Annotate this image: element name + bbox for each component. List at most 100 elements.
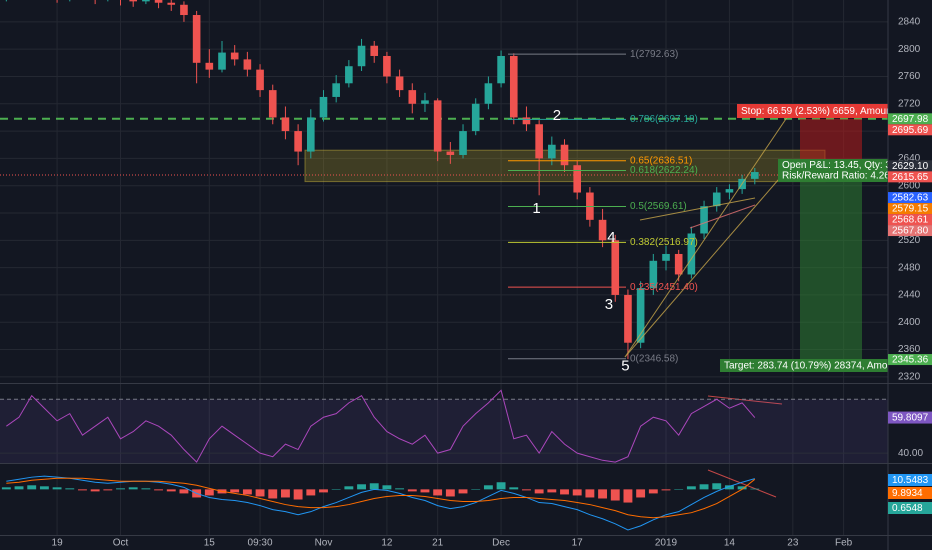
x-tick-label: 12	[381, 538, 393, 549]
candle-body	[421, 100, 429, 104]
y-tick-label: 2480	[898, 262, 921, 273]
macd-histogram-bar	[344, 486, 354, 490]
y-tick-label: 2360	[898, 344, 921, 355]
macd-histogram-bar	[395, 488, 405, 490]
candle-body	[205, 62, 214, 70]
candle-body	[332, 83, 340, 97]
fib-label: 0.618(2622.24)	[630, 165, 698, 176]
macd-histogram-bar	[483, 485, 493, 490]
x-tick-label: Oct	[113, 538, 129, 549]
wave-label: 3	[605, 296, 613, 313]
price-tag	[888, 192, 932, 204]
macd-histogram-bar	[712, 483, 722, 490]
price-tag-label: 2697.98	[892, 114, 929, 125]
target-box	[720, 359, 888, 372]
candle-body	[636, 288, 645, 343]
macd-histogram-bar	[331, 489, 341, 490]
ratio-label: Risk/Reward Ratio: 4.26	[782, 171, 890, 182]
price-tag-label: 2629.10	[892, 161, 929, 172]
price-tag-label: 2567.80	[892, 226, 929, 237]
macd-histogram-bar	[534, 489, 544, 494]
macd-histogram-bar	[737, 486, 747, 490]
x-tick-label: 2019	[655, 538, 678, 549]
pnl-label: Open P&L: 13.45, Qty: 3	[782, 160, 891, 171]
stop-label: Stop: 66.59 (2.53%) 6659, Amount	[741, 106, 895, 117]
candle-body	[306, 117, 315, 152]
price-tag	[888, 171, 932, 183]
macd-histogram-bar	[699, 484, 709, 490]
macd-tag	[888, 474, 932, 486]
candle-body	[370, 45, 379, 56]
histogram-tag	[888, 502, 932, 514]
macd-histogram-bar	[128, 487, 138, 490]
stop-box	[737, 104, 888, 118]
candle-body	[750, 172, 759, 179]
macd-histogram-bar	[39, 486, 49, 490]
candle-body	[687, 233, 696, 275]
macd-histogram-bar	[471, 489, 481, 490]
y-tick-label: 2440	[898, 290, 921, 301]
candle-body	[142, 0, 150, 2]
candle-body	[535, 124, 543, 159]
candle-body	[548, 144, 556, 159]
price-tag	[888, 160, 932, 172]
fib-label: 0.65(2636.51)	[630, 155, 692, 166]
macd-histogram-bar	[166, 489, 176, 492]
signal-tag-label: 9.8934	[892, 488, 923, 499]
y-tick-label: 2760	[898, 71, 921, 82]
candle-body	[662, 253, 670, 261]
candle-body	[129, 0, 138, 2]
macd-histogram-bar	[179, 489, 189, 494]
position-labels: Stop: 66.59 (2.53%) 6659, Amount Open P&…	[720, 104, 895, 372]
price-tag	[888, 354, 932, 366]
candle-body	[712, 192, 721, 207]
candle-body	[230, 52, 239, 60]
macd-histogram-bar	[242, 489, 252, 495]
candle-body	[218, 52, 226, 70]
macd-histogram-bar	[648, 489, 658, 494]
plot-area: 1(2792.63) 0.786(2697.18) 0.65(2636.51)0.6…	[0, 0, 895, 531]
x-tick-label: 09:30	[248, 538, 273, 549]
macd-histogram-bar	[560, 489, 569, 495]
y-tick-label: 2400	[898, 317, 921, 328]
macd-histogram-bar	[445, 489, 455, 497]
candle-body	[319, 96, 328, 118]
macd-histogram-bar	[268, 489, 278, 499]
price-tag-label: 2582.63	[892, 193, 929, 204]
rsi-layer	[0, 389, 888, 463]
price-tag-label: 2579.15	[892, 204, 929, 215]
macd-histogram-bar	[674, 489, 684, 490]
x-tick-label: 15	[204, 538, 216, 549]
trend-line	[624, 109, 793, 358]
wave-label: 1	[532, 200, 540, 217]
macd-histogram-bar	[547, 489, 557, 493]
candle-body	[357, 45, 366, 67]
price-tag-label: 2615.65	[892, 172, 929, 183]
macd-histogram-bar	[636, 489, 646, 498]
macd-histogram-bar	[407, 489, 417, 492]
rsi-line	[6, 389, 756, 463]
candle-body	[294, 131, 302, 152]
macd-histogram-bar	[103, 489, 113, 491]
macd-histogram-bar	[255, 489, 265, 497]
macd-histogram-bar	[204, 489, 214, 496]
wave-label: 5	[621, 358, 629, 375]
macd-tag-label: 10.5483	[892, 475, 929, 486]
target-zone	[800, 165, 862, 360]
price-tag-label: 2568.61	[892, 215, 929, 226]
macd-histogram-bar	[661, 489, 671, 491]
candle-body	[509, 55, 518, 118]
macd-histogram-bar	[369, 483, 379, 490]
candle-body	[459, 131, 467, 155]
y-tick-label: 2720	[898, 98, 921, 109]
candle-body	[192, 15, 201, 63]
macd-signal-line	[6, 477, 756, 519]
macd-histogram-bar	[357, 484, 366, 490]
candle-body	[573, 165, 582, 193]
macd-histogram-bar	[420, 489, 430, 493]
pnl-box	[778, 159, 888, 182]
candle-body	[446, 151, 455, 155]
candle-body	[611, 240, 620, 295]
macd-histogram-bar	[116, 488, 125, 490]
candle-body	[700, 206, 708, 234]
